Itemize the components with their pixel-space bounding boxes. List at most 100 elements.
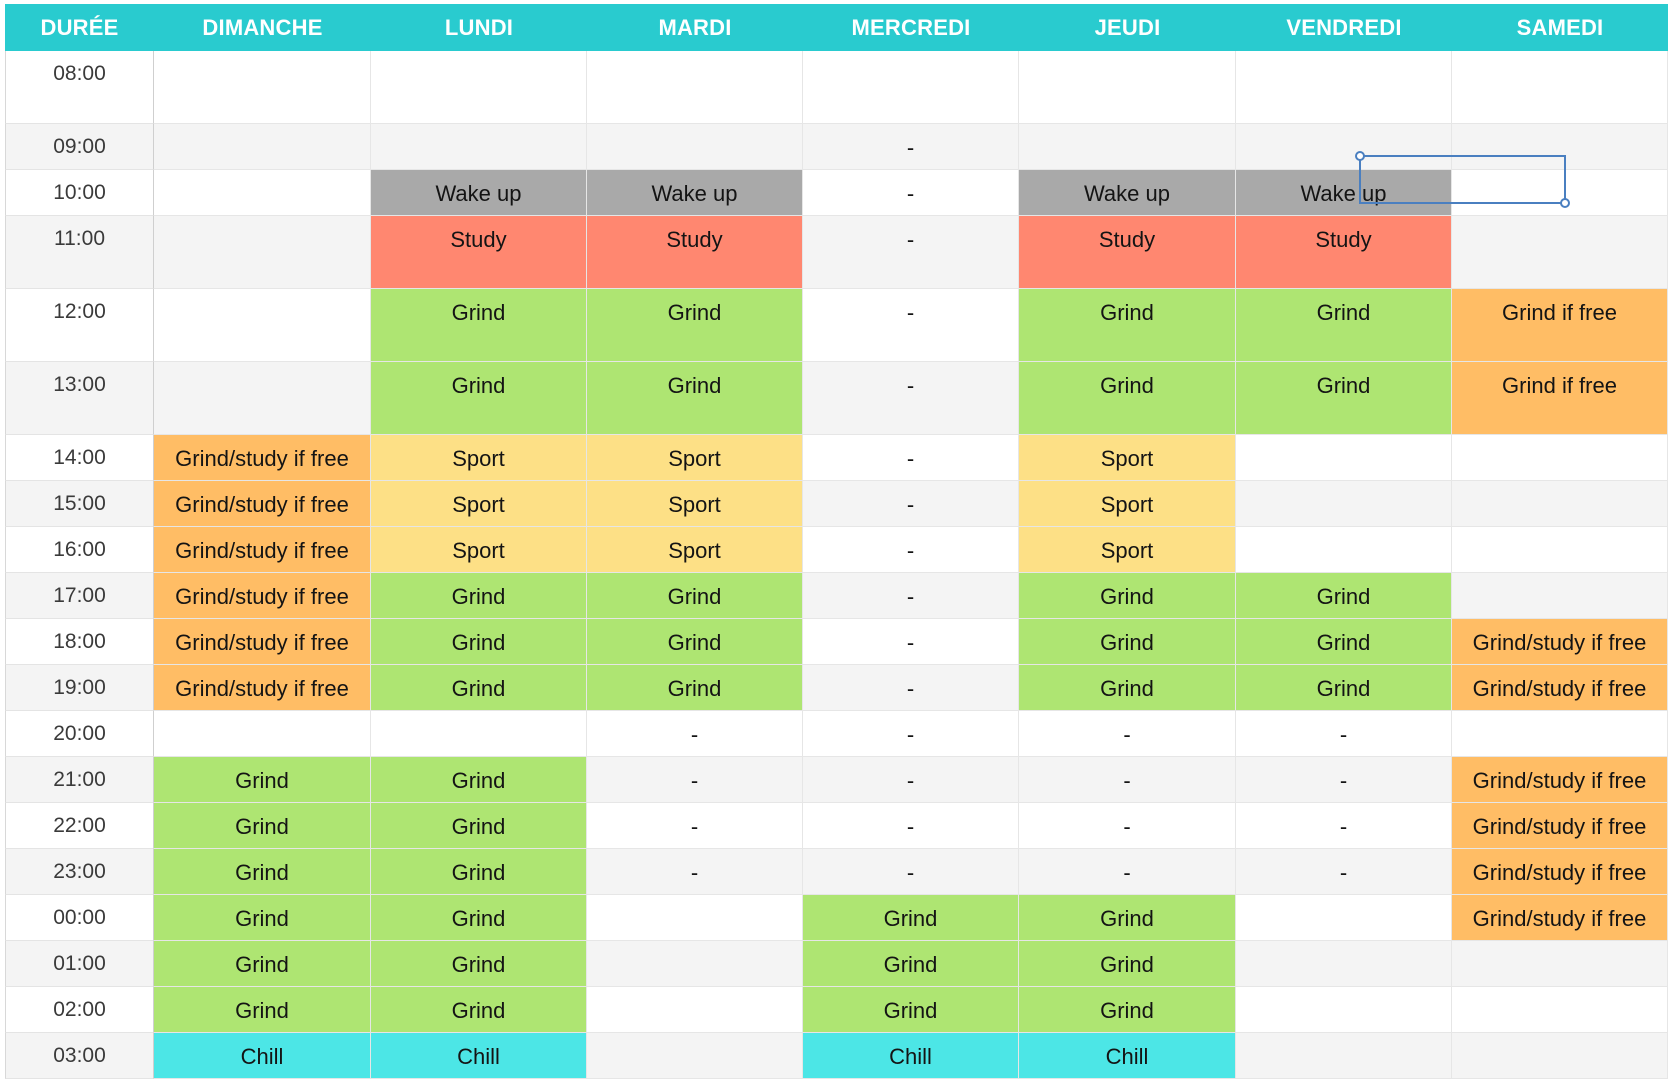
- schedule-cell[interactable]: Grind/study if free: [154, 435, 371, 481]
- time-label[interactable]: 15:00: [5, 481, 154, 527]
- schedule-cell[interactable]: -: [803, 711, 1019, 757]
- schedule-cell[interactable]: -: [587, 803, 803, 849]
- schedule-cell[interactable]: Grind: [803, 895, 1019, 941]
- schedule-cell[interactable]: Grind: [587, 362, 803, 435]
- time-label[interactable]: 10:00: [5, 170, 154, 216]
- schedule-cell[interactable]: Grind: [371, 941, 587, 987]
- schedule-cell[interactable]: [1452, 573, 1668, 619]
- schedule-cell[interactable]: Wake up: [371, 170, 587, 216]
- time-label[interactable]: 11:00: [5, 216, 154, 289]
- schedule-cell[interactable]: [1019, 124, 1236, 170]
- schedule-cell[interactable]: [1019, 51, 1236, 124]
- schedule-cell[interactable]: [154, 289, 371, 362]
- schedule-cell[interactable]: Grind: [371, 757, 587, 803]
- schedule-cell[interactable]: Chill: [803, 1033, 1019, 1079]
- schedule-cell[interactable]: Grind: [1019, 895, 1236, 941]
- schedule-cell[interactable]: Sport: [371, 435, 587, 481]
- schedule-cell[interactable]: [1236, 435, 1452, 481]
- time-label[interactable]: 00:00: [5, 895, 154, 941]
- schedule-cell[interactable]: Chill: [371, 1033, 587, 1079]
- schedule-cell[interactable]: [1236, 124, 1452, 170]
- schedule-cell[interactable]: Grind/study if free: [1452, 803, 1668, 849]
- schedule-cell[interactable]: Grind/study if free: [154, 573, 371, 619]
- schedule-cell[interactable]: -: [803, 527, 1019, 573]
- schedule-cell[interactable]: Grind: [1019, 987, 1236, 1033]
- schedule-cell[interactable]: -: [1019, 803, 1236, 849]
- schedule-cell[interactable]: [1452, 124, 1668, 170]
- schedule-cell[interactable]: -: [803, 124, 1019, 170]
- schedule-cell[interactable]: [1236, 895, 1452, 941]
- column-header-day[interactable]: DIMANCHE: [154, 4, 371, 51]
- schedule-cell[interactable]: Grind: [1019, 619, 1236, 665]
- time-label[interactable]: 14:00: [5, 435, 154, 481]
- schedule-cell[interactable]: -: [803, 216, 1019, 289]
- schedule-cell[interactable]: Grind: [803, 941, 1019, 987]
- time-label[interactable]: 01:00: [5, 941, 154, 987]
- schedule-cell[interactable]: [1236, 941, 1452, 987]
- schedule-cell[interactable]: [1452, 51, 1668, 124]
- schedule-cell[interactable]: [1236, 1033, 1452, 1079]
- schedule-cell[interactable]: Grind/study if free: [154, 665, 371, 711]
- schedule-cell[interactable]: -: [1236, 711, 1452, 757]
- schedule-cell[interactable]: -: [1236, 803, 1452, 849]
- time-label[interactable]: 02:00: [5, 987, 154, 1033]
- schedule-cell[interactable]: [154, 711, 371, 757]
- schedule-cell[interactable]: Wake up: [587, 170, 803, 216]
- schedule-cell[interactable]: Grind/study if free: [154, 527, 371, 573]
- schedule-cell[interactable]: [587, 1033, 803, 1079]
- column-header-day[interactable]: MERCREDI: [803, 4, 1019, 51]
- schedule-cell[interactable]: Grind: [1019, 665, 1236, 711]
- schedule-cell[interactable]: Grind if free: [1452, 362, 1668, 435]
- schedule-cell[interactable]: Sport: [1019, 527, 1236, 573]
- schedule-cell[interactable]: -: [1019, 711, 1236, 757]
- schedule-cell[interactable]: Chill: [1019, 1033, 1236, 1079]
- schedule-cell[interactable]: Grind: [1019, 362, 1236, 435]
- schedule-cell[interactable]: [1452, 987, 1668, 1033]
- schedule-cell[interactable]: Sport: [371, 527, 587, 573]
- schedule-cell[interactable]: -: [803, 481, 1019, 527]
- schedule-cell[interactable]: [587, 124, 803, 170]
- schedule-cell[interactable]: -: [587, 757, 803, 803]
- schedule-cell[interactable]: -: [803, 362, 1019, 435]
- schedule-cell[interactable]: Study: [371, 216, 587, 289]
- schedule-cell[interactable]: Grind: [154, 803, 371, 849]
- time-label[interactable]: 03:00: [5, 1033, 154, 1079]
- column-header-day[interactable]: VENDREDI: [1236, 4, 1452, 51]
- schedule-cell[interactable]: [1452, 1033, 1668, 1079]
- schedule-cell[interactable]: [587, 895, 803, 941]
- schedule-cell[interactable]: -: [803, 435, 1019, 481]
- schedule-cell[interactable]: Grind: [1236, 573, 1452, 619]
- schedule-cell[interactable]: [154, 124, 371, 170]
- schedule-cell[interactable]: [154, 362, 371, 435]
- time-label[interactable]: 17:00: [5, 573, 154, 619]
- schedule-cell[interactable]: Grind/study if free: [1452, 619, 1668, 665]
- time-label[interactable]: 20:00: [5, 711, 154, 757]
- schedule-cell[interactable]: Wake up: [1236, 170, 1452, 216]
- schedule-cell[interactable]: [1452, 941, 1668, 987]
- schedule-cell[interactable]: Grind: [371, 289, 587, 362]
- schedule-cell[interactable]: Grind: [1236, 289, 1452, 362]
- schedule-cell[interactable]: Sport: [587, 435, 803, 481]
- schedule-cell[interactable]: [1452, 435, 1668, 481]
- schedule-cell[interactable]: -: [1236, 757, 1452, 803]
- schedule-cell[interactable]: Grind/study if free: [154, 619, 371, 665]
- schedule-cell[interactable]: [587, 51, 803, 124]
- schedule-cell[interactable]: [371, 124, 587, 170]
- schedule-cell[interactable]: Grind: [371, 665, 587, 711]
- schedule-cell[interactable]: Grind: [371, 987, 587, 1033]
- schedule-cell[interactable]: Grind: [154, 987, 371, 1033]
- schedule-cell[interactable]: Grind: [154, 849, 371, 895]
- column-header-day[interactable]: LUNDI: [371, 4, 587, 51]
- schedule-cell[interactable]: Grind: [587, 619, 803, 665]
- schedule-cell[interactable]: [1236, 51, 1452, 124]
- schedule-cell[interactable]: [1452, 527, 1668, 573]
- schedule-cell[interactable]: Sport: [1019, 481, 1236, 527]
- schedule-cell[interactable]: Wake up: [1019, 170, 1236, 216]
- schedule-cell[interactable]: Grind: [587, 665, 803, 711]
- time-label[interactable]: 18:00: [5, 619, 154, 665]
- schedule-cell[interactable]: Sport: [587, 481, 803, 527]
- schedule-cell[interactable]: -: [587, 711, 803, 757]
- time-label[interactable]: 16:00: [5, 527, 154, 573]
- schedule-cell[interactable]: [803, 51, 1019, 124]
- schedule-cell[interactable]: Grind: [371, 803, 587, 849]
